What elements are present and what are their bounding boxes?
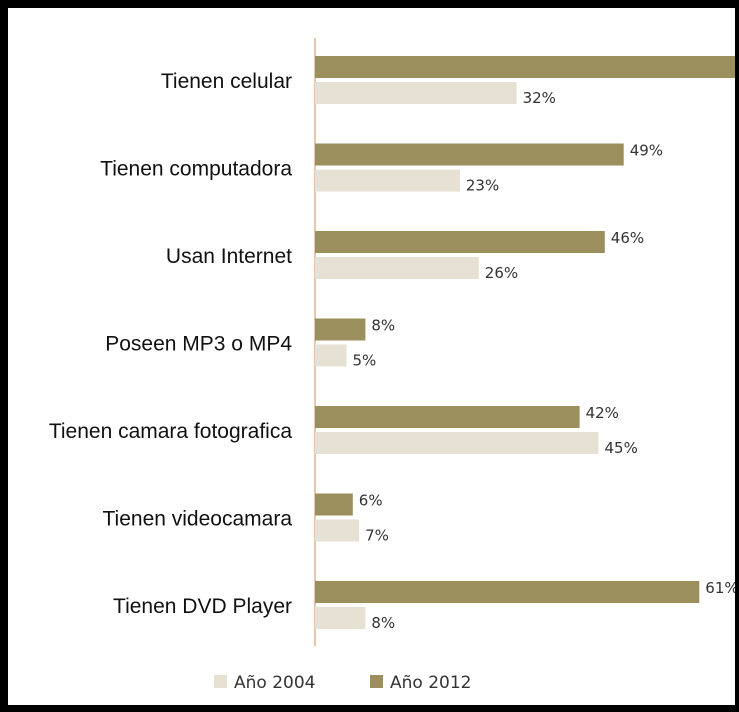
data-label-2004: 23% — [466, 177, 499, 195]
bar-2012 — [315, 581, 700, 603]
bar-2012 — [315, 406, 580, 428]
bar-2004 — [315, 169, 460, 192]
bar-2004 — [315, 257, 479, 279]
category-label: Tienen computadora — [100, 158, 292, 181]
bar-2004 — [315, 432, 599, 454]
category-label: Tienen videocamara — [103, 508, 293, 531]
bar-2012 — [315, 493, 353, 516]
data-label-2004: 8% — [371, 614, 395, 632]
bar-2004 — [315, 344, 347, 367]
bar-2004 — [315, 607, 366, 629]
bar-chart: Tienen celular 32% Tienen computadora 49% 23… — [49, 38, 735, 693]
data-label-2004: 5% — [353, 352, 377, 370]
bar-2012 — [315, 56, 735, 78]
category-label: Tienen DVD Player — [113, 595, 292, 618]
data-label-2012: 49% — [630, 142, 663, 160]
data-label-2012: 6% — [359, 492, 383, 510]
chart-panel: Tienen celular 32% Tienen computadora 49% 23… — [8, 8, 735, 705]
bar-2004 — [315, 519, 360, 542]
data-label-2004: 7% — [365, 527, 389, 545]
category-label: Tienen camara fotografica — [49, 420, 293, 443]
data-label-2012: 8% — [371, 317, 395, 335]
data-label-2004: 45% — [605, 439, 638, 457]
category-label: Tienen celular — [161, 70, 292, 93]
legend-label: Año 2004 — [234, 673, 315, 693]
data-label-2012: 61% — [705, 579, 735, 597]
data-label-2012: 46% — [611, 229, 644, 247]
legend-swatch — [370, 675, 383, 688]
data-label-2012: 42% — [586, 404, 619, 422]
bar-2012 — [315, 143, 624, 166]
bar-2012 — [315, 231, 605, 253]
legend-swatch — [214, 675, 227, 688]
category-label: Usan Internet — [166, 245, 292, 268]
data-label-2004: 32% — [523, 89, 556, 107]
bar-2004 — [315, 82, 517, 104]
data-label-2004: 26% — [485, 264, 518, 282]
category-label: Poseen MP3 o MP4 — [105, 333, 292, 356]
bar-2012 — [315, 318, 366, 341]
legend-label: Año 2012 — [390, 673, 471, 693]
